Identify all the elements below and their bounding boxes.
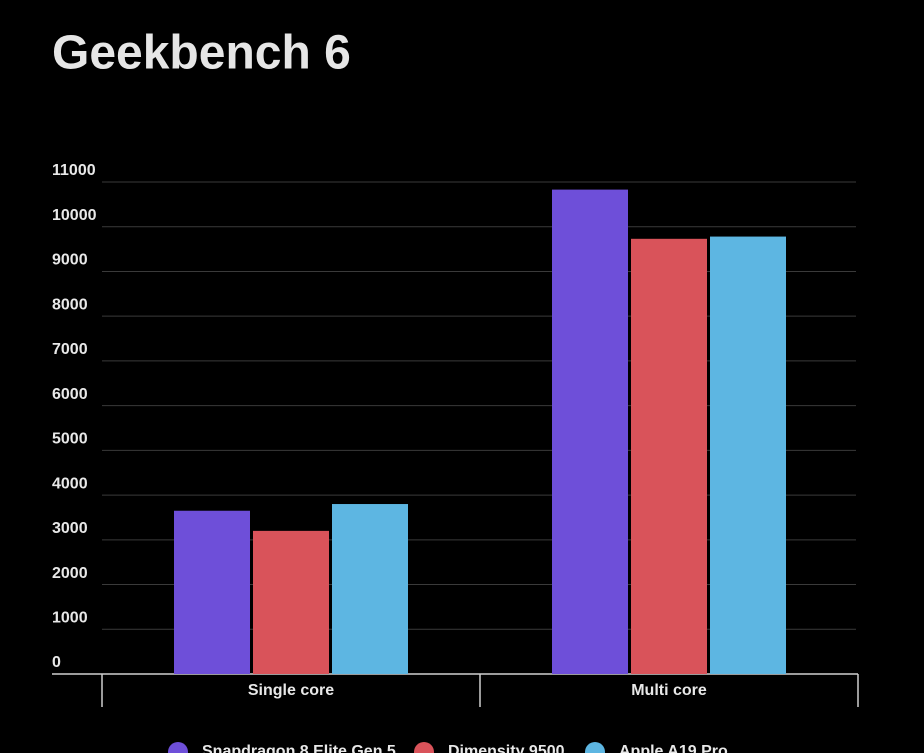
y-tick-label: 11000 [52, 162, 96, 179]
y-tick-label: 8000 [52, 296, 88, 313]
legend-marker [585, 742, 605, 753]
y-tick-label: 5000 [52, 431, 88, 448]
bar [332, 504, 408, 674]
y-tick-label: 7000 [52, 341, 88, 358]
legend-label: Apple A19 Pro [619, 743, 728, 753]
bar [552, 189, 628, 674]
y-tick-label: 3000 [52, 520, 88, 537]
legend-label: Dimensity 9500 [448, 743, 565, 753]
bar [253, 530, 329, 674]
legend-marker [168, 742, 188, 753]
y-tick-label: 9000 [52, 252, 88, 269]
x-tick-label: Multi core [631, 682, 707, 699]
y-tick-label: 10000 [52, 207, 97, 224]
bar [710, 236, 786, 675]
x-tick-label: Single core [248, 682, 334, 699]
y-tick-label: 2000 [52, 565, 88, 582]
bar [631, 238, 707, 674]
legend-label: Snapdragon 8 Elite Gen 5 [202, 743, 396, 753]
y-tick-label: 0 [52, 654, 61, 671]
y-tick-label: 6000 [52, 386, 88, 403]
bar [174, 510, 250, 674]
legend-marker [414, 742, 434, 753]
chart-title: Geekbench 6 [52, 27, 351, 80]
y-tick-label: 1000 [52, 609, 88, 626]
y-tick-label: 4000 [52, 475, 88, 492]
